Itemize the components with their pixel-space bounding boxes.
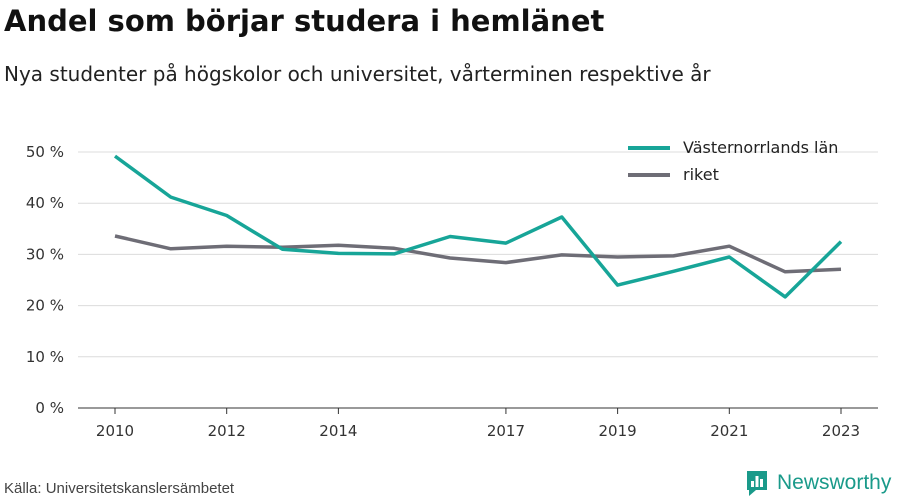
x-tick-label: 2019 xyxy=(599,422,637,440)
chart-title: Andel som börjar studera i hemlänet xyxy=(4,4,605,38)
x-axis: 2010 2012 2014 2017 2019 2021 2023 xyxy=(78,407,878,440)
x-tick-label: 2021 xyxy=(710,422,748,440)
series-line-0 xyxy=(113,154,843,299)
y-axis: 0 % 10 % 20 % 30 % 40 % 50 % xyxy=(26,143,64,417)
newsworthy-logo-icon xyxy=(747,471,767,496)
y-tick-label: 10 % xyxy=(26,348,64,366)
x-tick-label: 2012 xyxy=(208,422,246,440)
legend-label: Västernorrlands län xyxy=(683,138,838,157)
x-tick-label: 2010 xyxy=(96,422,134,440)
y-tick-label: 0 % xyxy=(35,399,64,417)
brand-logo: Newsworthy xyxy=(745,468,891,498)
y-tick-label: 20 % xyxy=(26,297,64,315)
legend-label: riket xyxy=(683,165,719,184)
x-tick-label: 2017 xyxy=(487,422,525,440)
grid-lines xyxy=(78,151,878,358)
source-note: Källa: Universitetskanslersämbetet xyxy=(4,480,235,497)
chart-subtitle: Nya studenter på högskolor och universit… xyxy=(4,62,711,86)
y-tick-label: 30 % xyxy=(26,245,64,263)
x-tick-label: 2023 xyxy=(822,422,860,440)
legend: Västernorrlands län riket xyxy=(628,138,838,184)
y-tick-label: 50 % xyxy=(26,143,64,161)
series-lines xyxy=(113,154,843,299)
x-tick-label: 2014 xyxy=(319,422,357,440)
line-chart: 0 % 10 % 20 % 30 % 40 % 50 % 2010 2012 2014 2017… xyxy=(26,138,878,440)
y-tick-label: 40 % xyxy=(26,194,64,212)
series-line-1 xyxy=(114,234,842,274)
brand-name: Newsworthy xyxy=(777,471,892,494)
